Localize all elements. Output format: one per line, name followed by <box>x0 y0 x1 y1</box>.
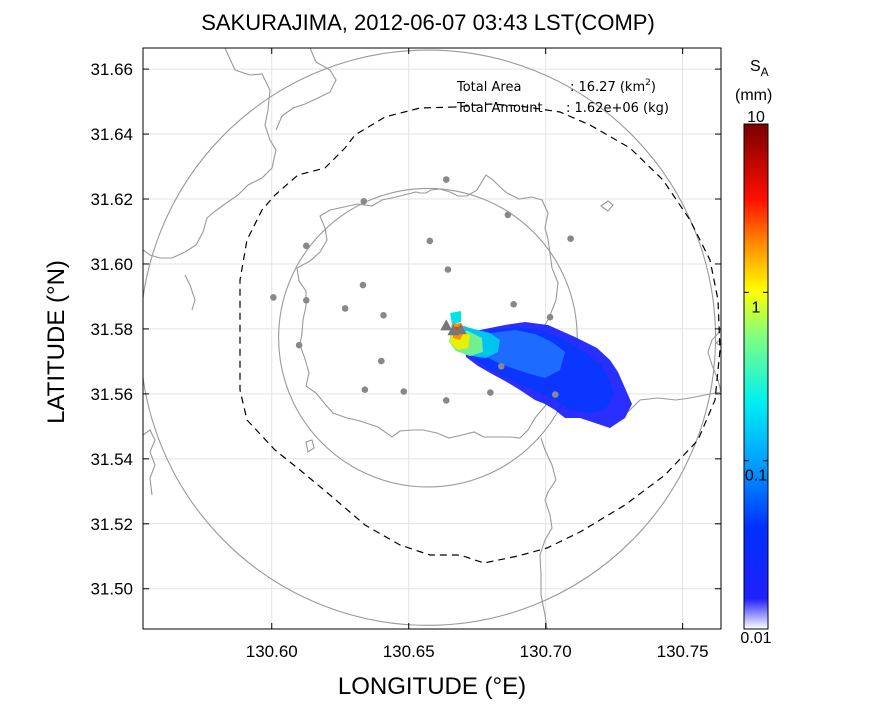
range-ring <box>143 49 716 626</box>
sakurajima-coastline <box>296 174 559 439</box>
station-marker <box>442 176 450 183</box>
west-shore-fragment <box>143 429 156 496</box>
station-marker <box>546 313 554 321</box>
total-area-value: : 16.27 (km2) <box>570 78 656 95</box>
colorbar-ticks: 10 1 0.1 0.01 <box>740 109 771 647</box>
y-axis-label: LATITUDE (°N) <box>43 260 70 424</box>
y-tick-label: 31.58 <box>90 320 133 339</box>
colorbar-symbol: SA <box>750 58 769 79</box>
station-marker <box>302 242 310 250</box>
x-axis-label: LONGITUDE (°E) <box>338 673 526 700</box>
x-tick-label: 130.65 <box>383 642 435 661</box>
colorbar-gradient <box>743 123 769 630</box>
station-marker <box>302 297 310 304</box>
colorbar-unit: (mm) <box>735 87 772 104</box>
y-tick-label: 31.52 <box>90 515 133 534</box>
y-tick-label: 31.56 <box>90 385 133 404</box>
station-marker <box>359 281 367 289</box>
islet-north <box>600 200 614 212</box>
station-marker <box>378 357 385 365</box>
mainland-coastline-north <box>275 48 337 131</box>
total-amount-value: : 1.62e+06 (kg) <box>566 101 669 116</box>
station-marker <box>487 389 494 396</box>
colorbar-tick-label: 10 <box>747 109 765 126</box>
station-marker <box>551 391 559 398</box>
station-marker <box>426 237 434 245</box>
stats-annotation: Total Area : 16.27 (km2) Total Amount : … <box>456 78 669 116</box>
colorbar-tick-label: 0.01 <box>740 630 771 647</box>
restricted-zone-boundary <box>239 103 721 564</box>
mainland-coastline-east <box>619 329 721 419</box>
station-marker <box>400 388 408 395</box>
station-marker <box>504 211 512 219</box>
station-marker <box>270 294 277 301</box>
y-tick-label: 31.60 <box>90 255 133 274</box>
vent-triangle-icon <box>440 319 453 331</box>
range-ring <box>278 187 578 488</box>
south-islet <box>305 439 315 453</box>
west-shore-fragment-2 <box>184 274 196 311</box>
observation-stations <box>270 176 574 404</box>
x-tick-label: 130.75 <box>657 642 709 661</box>
station-marker <box>510 300 517 308</box>
station-marker <box>567 235 574 242</box>
colorbar-tick-label: 0.1 <box>745 468 767 485</box>
station-marker <box>341 305 349 312</box>
station-marker <box>498 362 505 370</box>
station-marker <box>442 397 450 404</box>
y-tick-label: 31.50 <box>90 580 133 599</box>
total-area-label: Total Area <box>456 80 521 95</box>
range-rings <box>143 49 716 626</box>
vent-triangle-icon <box>454 323 467 335</box>
x-axis-ticks: 130.60 130.65 130.70 130.75 <box>246 48 709 661</box>
coastline-layer <box>143 48 721 629</box>
mainland-coastline-south <box>539 437 557 629</box>
mainland-coastline-west <box>143 48 277 259</box>
plot-frame <box>142 47 722 630</box>
x-tick-label: 130.70 <box>520 642 572 661</box>
colorbar-tick-label: 1 <box>752 299 761 316</box>
ash-zone-cyan-strip <box>450 311 461 324</box>
x-tick-label: 130.60 <box>246 642 298 661</box>
station-marker <box>361 386 369 393</box>
y-tick-label: 31.64 <box>90 125 133 144</box>
grid-lines <box>143 48 721 629</box>
chart-title: SAKURAJIMA, 2012-06-07 03:43 LST(COMP) <box>201 10 655 35</box>
colorbar: SA (mm) 10 1 0.1 0.01 <box>735 58 772 647</box>
volcanic-vents <box>440 319 467 336</box>
total-amount-label: Total Amount <box>456 101 543 116</box>
station-marker <box>295 341 303 349</box>
station-marker <box>380 311 387 319</box>
station-marker <box>444 266 452 273</box>
station-marker <box>360 197 368 205</box>
ash-deposit-field <box>449 311 632 428</box>
y-tick-label: 31.66 <box>90 60 133 79</box>
y-axis-ticks: 31.50 31.52 31.54 31.56 31.58 31.60 31.62 31.64… <box>90 60 721 599</box>
y-tick-label: 31.54 <box>90 450 133 469</box>
y-tick-label: 31.62 <box>90 190 133 209</box>
